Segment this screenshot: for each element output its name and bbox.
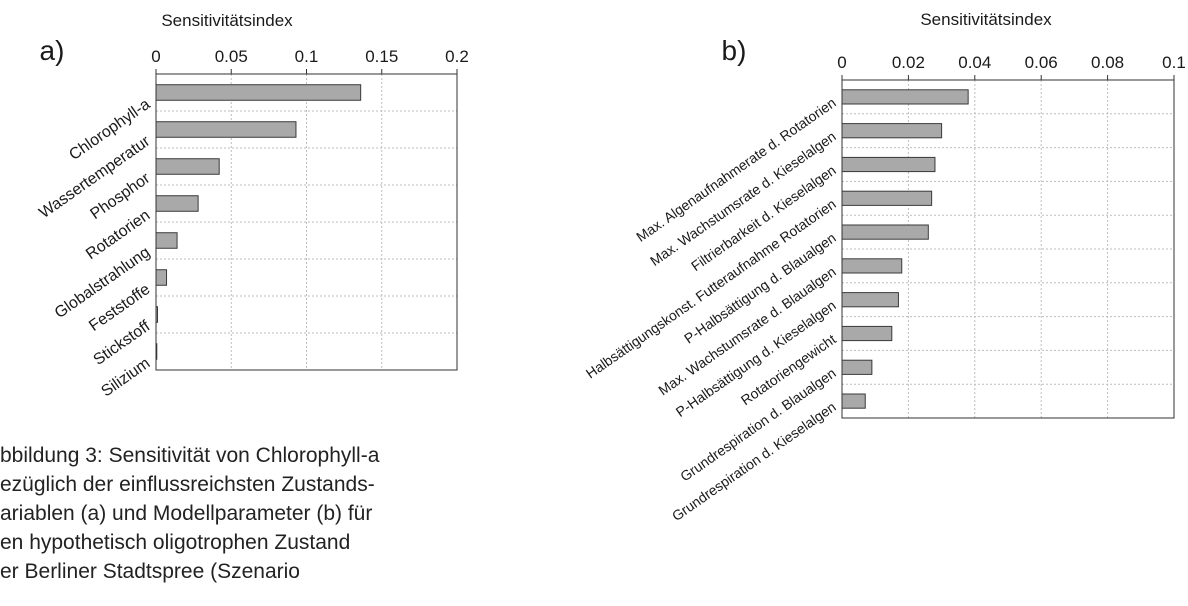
chart-b-bar bbox=[841, 359, 873, 375]
chart-a-category-labels: Chlorophyll-aWassertemperaturPhosphorRot… bbox=[36, 96, 154, 401]
chart-a-plot-frame bbox=[155, 73, 458, 371]
chart-b-plot-frame bbox=[841, 79, 1175, 419]
chart-a-x-tick-label: 0.05 bbox=[215, 47, 248, 66]
chart-b-x-tick-label: 0 bbox=[837, 53, 846, 72]
chart-b-gridlines bbox=[842, 80, 1174, 418]
chart-b-x-tick-label: 0.02 bbox=[892, 53, 925, 72]
chart-a-x-axis: 0 0.05 0.1 0.15 0.2 bbox=[151, 47, 469, 74]
chart-a-panel-label: a) bbox=[40, 35, 65, 66]
chart-a-x-tick-label: 0.1 bbox=[295, 47, 319, 66]
chart-a-bars bbox=[155, 84, 362, 360]
chart-b-category-labels: Max. Algenaufnahmerate d. RotatorienMax.… bbox=[583, 94, 839, 524]
chart-a-x-tick-label: 0.15 bbox=[365, 47, 398, 66]
caption-line: ariablen (a) und Modellparameter (b) für bbox=[0, 502, 373, 525]
chart-b-bar bbox=[841, 393, 866, 409]
chart-b-x-tick-label: 0.08 bbox=[1091, 53, 1124, 72]
chart-a-bar bbox=[155, 269, 168, 286]
chart-a-sensitivity-state-variables: Sensitivitätsindex a) 0 0.05 0.1 0.15 0.2 Chl… bbox=[36, 11, 469, 400]
chart-a-bar bbox=[155, 158, 220, 175]
chart-a-gridlines bbox=[156, 74, 457, 370]
figure-caption: bbildung 3: Sensitivität von Chlorophyll… bbox=[0, 441, 410, 606]
chart-b-sensitivity-model-parameters: Sensitivitätsindex b) 0 0.02 0.04 0.06 0.08 0… bbox=[583, 10, 1186, 524]
chart-b-bar bbox=[841, 156, 936, 173]
chart-a-bar bbox=[155, 232, 178, 249]
caption-line: en hypothetisch oligotrophen Zustand bbox=[0, 531, 351, 554]
caption-line: er Berliner Stadtspree (Szenario bbox=[0, 560, 300, 583]
chart-b-bar bbox=[841, 325, 893, 342]
chart-b-title: Sensitivitätsindex bbox=[920, 10, 1052, 29]
caption-line: bbildung 3: Sensitivität von Chlorophyll… bbox=[0, 444, 380, 467]
chart-b-x-tick-label: 0.04 bbox=[958, 53, 991, 72]
chart-b-bar bbox=[841, 123, 943, 139]
chart-a-x-tick-label: 0 bbox=[151, 47, 160, 66]
chart-a-x-tick-label: 0.2 bbox=[445, 47, 469, 66]
chart-b-bar bbox=[841, 292, 899, 308]
caption-line: ezüglich der einflussreichsten Zustands- bbox=[0, 473, 375, 496]
chart-b-bar bbox=[841, 224, 929, 240]
chart-b-x-tick-label: 0.1 bbox=[1162, 53, 1186, 72]
chart-b-bars bbox=[841, 89, 969, 409]
chart-a-bar bbox=[155, 195, 199, 212]
chart-a-title: Sensitivitätsindex bbox=[161, 11, 293, 30]
chart-b-bar bbox=[841, 258, 903, 274]
chart-b-bar bbox=[841, 190, 933, 206]
chart-b-panel-label: b) bbox=[722, 35, 747, 66]
chart-a-bar bbox=[155, 121, 297, 138]
chart-a-bar bbox=[155, 84, 362, 101]
chart-b-bar bbox=[841, 89, 969, 105]
chart-b-x-tick-label: 0.06 bbox=[1025, 53, 1058, 72]
chart-b-x-axis: 0 0.02 0.04 0.06 0.08 0.1 bbox=[837, 53, 1186, 80]
